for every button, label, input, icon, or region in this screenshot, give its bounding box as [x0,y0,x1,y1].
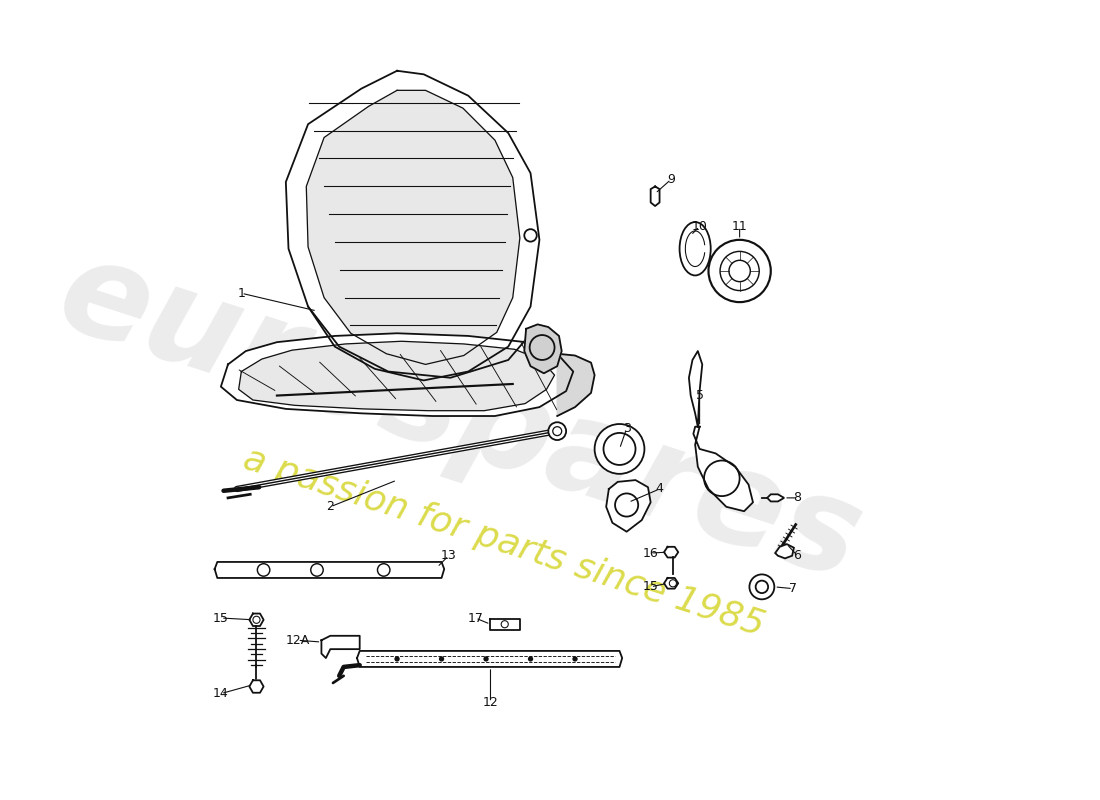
Text: 12: 12 [483,696,498,709]
Text: 6: 6 [793,550,802,562]
Text: 4: 4 [656,482,663,495]
Text: 9: 9 [668,173,675,186]
Text: 12A: 12A [285,634,309,646]
Text: 13: 13 [441,550,456,562]
Text: 15: 15 [213,611,229,625]
Polygon shape [491,619,520,630]
Text: 5: 5 [695,389,704,402]
Circle shape [572,656,578,662]
Text: 3: 3 [623,422,630,435]
Text: 10: 10 [692,220,707,233]
Polygon shape [358,651,623,667]
Polygon shape [651,186,660,206]
Text: 15: 15 [642,580,659,594]
Polygon shape [250,680,264,693]
Text: eurospares: eurospares [43,229,876,607]
Circle shape [595,424,645,474]
Polygon shape [693,426,754,511]
Circle shape [483,656,488,662]
Polygon shape [525,324,562,374]
Polygon shape [776,544,794,558]
Polygon shape [606,480,651,532]
Polygon shape [286,70,539,381]
Circle shape [395,656,399,662]
Text: 14: 14 [213,687,229,700]
Polygon shape [250,614,264,626]
Circle shape [749,574,774,599]
Ellipse shape [680,222,711,275]
Text: a passion for parts since 1985: a passion for parts since 1985 [239,442,769,643]
Polygon shape [767,494,784,502]
Text: 7: 7 [789,582,797,595]
Polygon shape [664,547,679,558]
Text: 2: 2 [327,500,334,514]
Text: 17: 17 [468,611,483,625]
Polygon shape [239,342,554,410]
Circle shape [548,422,566,440]
Polygon shape [306,90,520,365]
Polygon shape [321,636,360,658]
Polygon shape [214,562,444,578]
Text: 16: 16 [642,546,659,559]
Polygon shape [664,578,679,589]
Polygon shape [221,334,573,416]
Text: 1: 1 [238,286,245,300]
Polygon shape [558,354,595,416]
Text: 11: 11 [732,220,748,233]
Circle shape [528,656,534,662]
Circle shape [439,656,444,662]
Text: 8: 8 [793,491,802,504]
Circle shape [708,240,771,302]
